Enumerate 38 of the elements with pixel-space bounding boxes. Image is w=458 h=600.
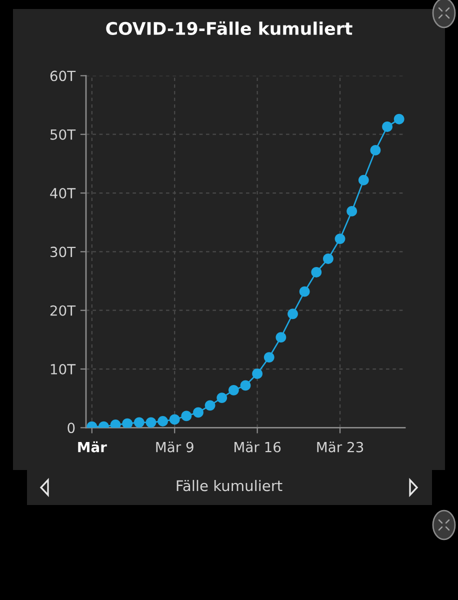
point	[370, 145, 381, 156]
y-tick-label: 50T	[50, 129, 76, 140]
y-tick-label: 40T	[50, 188, 76, 199]
point	[204, 400, 216, 411]
point	[264, 352, 274, 363]
point	[346, 206, 358, 216]
point	[299, 286, 310, 297]
point	[122, 418, 133, 428]
point	[193, 407, 204, 418]
text: Fälle kumuliert	[176, 480, 282, 492]
point	[146, 417, 156, 428]
point	[110, 420, 121, 428]
y-tick-label: 20T	[50, 305, 76, 316]
x-tick-label: Mär	[78, 441, 107, 452]
y-tick-label: 10T	[50, 364, 76, 375]
point	[169, 414, 180, 425]
x-tick-label: Mär 23	[317, 442, 364, 452]
point	[276, 332, 286, 343]
point	[288, 308, 298, 320]
point	[358, 174, 369, 186]
point	[322, 254, 334, 264]
y-tick-label: 60T	[50, 70, 76, 82]
point	[228, 384, 239, 396]
point	[252, 368, 263, 379]
y-tick-label: 30T	[50, 246, 76, 258]
x-tick-label: Mär 9	[156, 442, 194, 452]
chart-title: COVID-19-Fälle kumuliert	[106, 21, 352, 36]
point	[134, 417, 144, 428]
y-tick-label: 0	[68, 422, 75, 434]
point	[216, 392, 228, 403]
point	[382, 122, 392, 132]
point	[311, 267, 322, 278]
point	[334, 234, 346, 244]
point	[158, 416, 168, 426]
x-tick-label: Mär 16	[234, 442, 281, 452]
point	[240, 380, 251, 391]
point	[181, 410, 192, 422]
point	[394, 114, 404, 124]
